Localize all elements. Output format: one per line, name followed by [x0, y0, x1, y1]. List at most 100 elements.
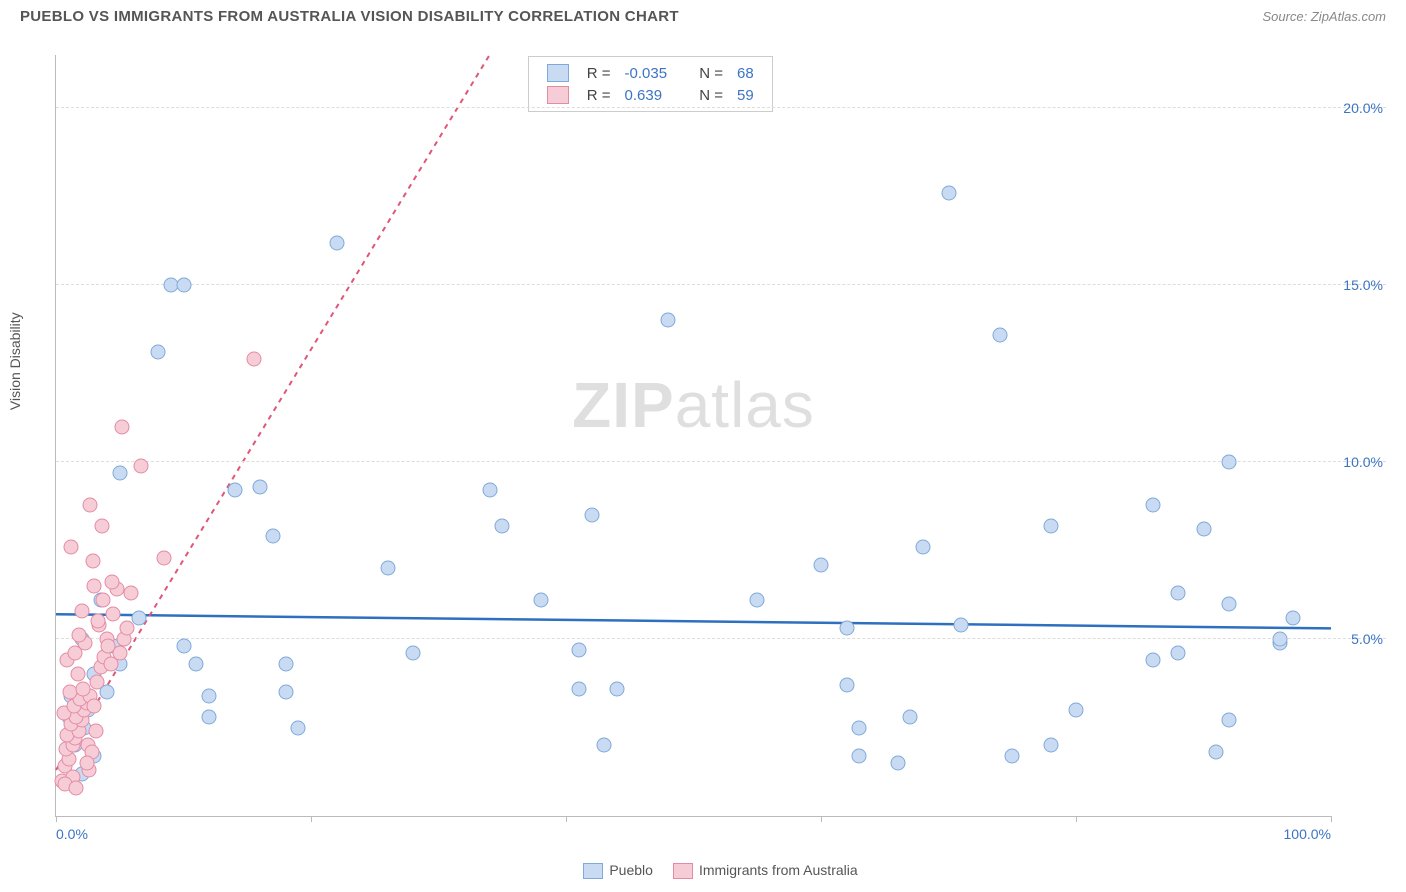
scatter-point — [91, 614, 106, 629]
y-tick-label: 20.0% — [1343, 100, 1383, 116]
scatter-point — [75, 681, 90, 696]
scatter-point — [112, 465, 127, 480]
chart-container: Vision Disability ZIPatlas R = -0.035 N … — [55, 55, 1386, 847]
scatter-point — [954, 617, 969, 632]
legend-item-blue: Pueblo — [583, 862, 653, 879]
scatter-point — [131, 610, 146, 625]
n-label: N = — [699, 65, 723, 82]
chart-title: PUEBLO VS IMMIGRANTS FROM AUSTRALIA VISI… — [20, 8, 679, 25]
scatter-point — [202, 709, 217, 724]
legend-swatch-pink — [673, 863, 693, 879]
scatter-point — [202, 688, 217, 703]
scatter-point — [903, 709, 918, 724]
scatter-point — [87, 699, 102, 714]
x-tick — [1076, 816, 1077, 822]
scatter-point — [992, 327, 1007, 342]
scatter-point — [852, 748, 867, 763]
x-tick-label: 0.0% — [56, 826, 88, 842]
legend-label: Pueblo — [609, 862, 653, 878]
scatter-point — [1196, 522, 1211, 537]
n-label: N = — [699, 87, 723, 104]
x-tick — [311, 816, 312, 822]
scatter-point — [151, 345, 166, 360]
scatter-point — [101, 639, 116, 654]
scatter-point — [1005, 748, 1020, 763]
scatter-point — [1171, 646, 1186, 661]
y-tick-label: 15.0% — [1343, 277, 1383, 293]
scatter-point — [584, 508, 599, 523]
r-value-blue: -0.035 — [619, 63, 674, 83]
correlation-legend: R = -0.035 N = 68 R = 0.639 N = 59 — [528, 56, 773, 112]
scatter-point — [1043, 738, 1058, 753]
gridline — [56, 638, 1386, 639]
scatter-point — [916, 540, 931, 555]
scatter-point — [1209, 745, 1224, 760]
scatter-point — [85, 554, 100, 569]
scatter-point — [1145, 497, 1160, 512]
scatter-point — [134, 458, 149, 473]
scatter-point — [1171, 586, 1186, 601]
scatter-point — [890, 755, 905, 770]
scatter-point — [291, 720, 306, 735]
scatter-point — [1043, 518, 1058, 533]
n-value-blue: 68 — [731, 63, 760, 83]
scatter-point — [71, 628, 86, 643]
gridline — [56, 107, 1386, 108]
y-tick-label: 5.0% — [1351, 631, 1383, 647]
trend-lines-layer — [56, 55, 1331, 816]
scatter-point — [124, 586, 139, 601]
gridline — [56, 461, 1386, 462]
y-tick-label: 10.0% — [1343, 454, 1383, 470]
scatter-point — [814, 557, 829, 572]
scatter-point — [839, 621, 854, 636]
correlation-row-blue: R = -0.035 N = 68 — [541, 63, 760, 83]
legend-label: Immigrants from Australia — [699, 862, 858, 878]
scatter-point — [406, 646, 421, 661]
scatter-point — [1222, 455, 1237, 470]
r-label: R = — [587, 87, 611, 104]
scatter-point — [329, 235, 344, 250]
scatter-point — [83, 497, 98, 512]
scatter-point — [96, 593, 111, 608]
scatter-point — [176, 639, 191, 654]
x-tick-label: 100.0% — [1284, 826, 1331, 842]
scatter-point — [750, 593, 765, 608]
scatter-point — [839, 678, 854, 693]
plot-area: ZIPatlas R = -0.035 N = 68 R = 0.639 N — [55, 55, 1331, 817]
scatter-point — [176, 278, 191, 293]
series-legend: Pueblo Immigrants from Australia — [55, 862, 1386, 879]
scatter-point — [1285, 610, 1300, 625]
n-value-pink: 59 — [731, 85, 760, 105]
scatter-point — [495, 518, 510, 533]
scatter-point — [265, 529, 280, 544]
scatter-point — [69, 780, 84, 795]
scatter-point — [661, 313, 676, 328]
x-tick — [566, 816, 567, 822]
trend-line-blue — [56, 614, 1331, 628]
scatter-point — [189, 656, 204, 671]
scatter-point — [571, 642, 586, 657]
gridline — [56, 284, 1386, 285]
legend-item-pink: Immigrants from Australia — [673, 862, 858, 879]
scatter-point — [1222, 713, 1237, 728]
scatter-point — [87, 578, 102, 593]
scatter-point — [278, 685, 293, 700]
scatter-point — [380, 561, 395, 576]
scatter-point — [1069, 702, 1084, 717]
scatter-point — [64, 540, 79, 555]
scatter-point — [610, 681, 625, 696]
scatter-point — [120, 621, 135, 636]
scatter-point — [246, 352, 261, 367]
scatter-point — [533, 593, 548, 608]
scatter-point — [88, 724, 103, 739]
scatter-point — [597, 738, 612, 753]
scatter-point — [253, 479, 268, 494]
x-tick — [1331, 816, 1332, 822]
x-tick — [56, 816, 57, 822]
scatter-point — [105, 575, 120, 590]
scatter-point — [70, 667, 85, 682]
scatter-point — [941, 186, 956, 201]
scatter-point — [74, 603, 89, 618]
scatter-point — [94, 518, 109, 533]
x-tick — [821, 816, 822, 822]
